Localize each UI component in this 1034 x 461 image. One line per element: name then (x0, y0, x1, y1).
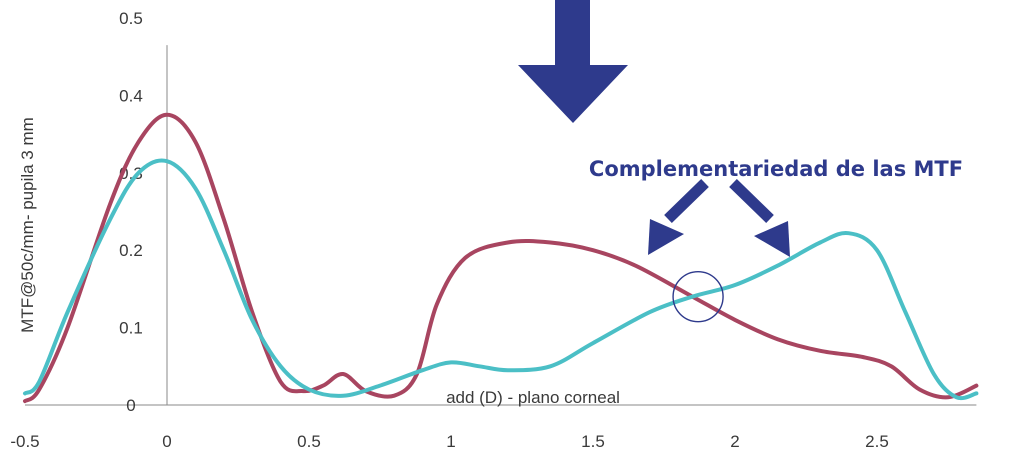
big-down-arrow (518, 0, 628, 123)
intersection-circle (672, 270, 724, 323)
x-axis-label: add (D) - plano corneal (446, 388, 620, 407)
y-tick-label: 0.2 (119, 241, 143, 260)
x-tick-label: 1.5 (581, 432, 605, 451)
y-tick-label: 0.5 (119, 9, 143, 28)
right-diagonal-arrow (729, 179, 790, 257)
x-tick-label: 0.5 (297, 432, 321, 451)
x-tick-label: 2.5 (865, 432, 889, 451)
x-tick-label: 0 (162, 432, 171, 451)
x-tick-label: -0.5 (10, 432, 39, 451)
y-tick-label: 0.1 (119, 319, 143, 338)
x-tick-label: 1 (446, 432, 455, 451)
complementariedad-annotation: Complementariedad de las MTF (589, 157, 963, 181)
left-diagonal-arrow (648, 179, 709, 255)
series-lines (23, 112, 979, 404)
y-tick-labels: 00.10.20.30.40.5 (119, 9, 143, 415)
x-tick-labels: -0.5 0 0.5 1 1.5 2 2.5 (10, 432, 888, 451)
y-tick-label: 0.4 (119, 86, 143, 105)
y-tick-label: 0 (126, 396, 135, 415)
series-line-red (23, 112, 979, 404)
y-axis-label: MTF@50c/mm- pupila 3 mm (18, 117, 37, 333)
x-tick-label: 2 (730, 432, 739, 451)
series-line-teal (23, 158, 979, 401)
